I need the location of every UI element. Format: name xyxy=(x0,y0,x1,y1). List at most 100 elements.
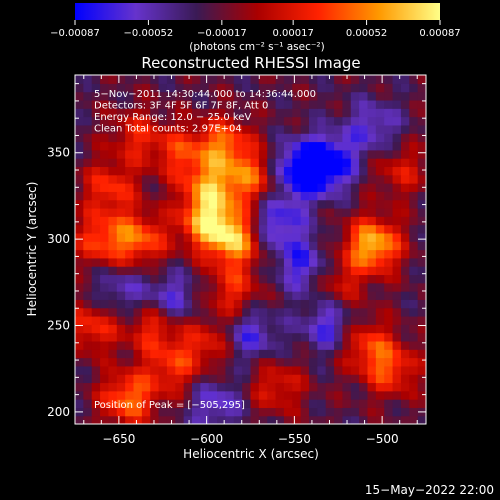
heatmap-cell xyxy=(250,274,260,284)
heatmap-cell xyxy=(317,282,327,292)
colorbar-tick-label: −0.00087 xyxy=(50,28,100,39)
heatmap-cell xyxy=(409,340,419,350)
heatmap-cell xyxy=(108,266,118,276)
heatmap-cell xyxy=(300,149,310,159)
heatmap-cell xyxy=(300,407,310,417)
heatmap-cell xyxy=(183,332,193,342)
heatmap-cell xyxy=(133,133,143,143)
heatmap-cell xyxy=(309,183,318,192)
heatmap-cell xyxy=(233,299,243,309)
heatmap-cell xyxy=(225,216,235,226)
heatmap-cell xyxy=(317,232,327,242)
heatmap-cell xyxy=(133,191,143,201)
heatmap-cell xyxy=(384,274,394,284)
heatmap-cell xyxy=(409,415,419,424)
heatmap-cell xyxy=(233,116,243,126)
heatmap-cell xyxy=(325,349,335,359)
heatmap-cell xyxy=(192,232,201,242)
heatmap-cell xyxy=(384,382,394,392)
heatmap-cell xyxy=(267,299,277,309)
heatmap-cell xyxy=(317,191,327,201)
heatmap-cell xyxy=(150,99,160,109)
heatmap-cell xyxy=(342,124,352,134)
heatmap-cell xyxy=(409,166,419,176)
heatmap-cell xyxy=(384,149,394,159)
heatmap-cell xyxy=(359,390,369,400)
heatmap-cell xyxy=(108,340,118,350)
heatmap-cell xyxy=(200,299,210,309)
heatmap-cell xyxy=(350,99,360,109)
heatmap-cell xyxy=(400,349,410,359)
heatmap-cell xyxy=(400,282,410,292)
heatmap-cell xyxy=(325,357,335,367)
heatmap-cell xyxy=(75,158,84,168)
heatmap-cell xyxy=(108,241,118,251)
heatmap-cell xyxy=(283,191,293,201)
heatmap-cell xyxy=(417,399,426,408)
heatmap-cell xyxy=(175,224,185,234)
heatmap-cell xyxy=(91,274,101,284)
heatmap-cell xyxy=(384,174,394,184)
heatmap-cell xyxy=(175,274,185,284)
heatmap-cell xyxy=(200,216,210,226)
x-tick-label: −650 xyxy=(102,432,135,446)
heatmap-cell xyxy=(83,191,93,201)
heatmap-cell xyxy=(133,357,143,367)
heatmap-cell xyxy=(367,257,377,267)
heatmap-cell xyxy=(342,332,352,342)
heatmap-cell xyxy=(250,116,260,126)
heatmap-cell xyxy=(116,390,126,400)
heatmap-cell xyxy=(417,357,426,367)
heatmap-cell xyxy=(342,324,352,334)
heatmap-cell xyxy=(384,340,394,350)
heatmap-cell xyxy=(175,183,185,192)
heatmap-cell xyxy=(83,199,93,209)
heatmap-cell xyxy=(392,374,402,384)
heatmap-cell xyxy=(300,299,310,309)
heatmap-cell xyxy=(217,282,227,292)
heatmap-cell xyxy=(275,191,285,201)
heatmap-cell xyxy=(217,299,227,309)
heatmap-cell xyxy=(192,174,201,184)
heatmap-cell xyxy=(267,282,277,292)
heatmap-cell xyxy=(392,249,402,259)
heatmap-cell xyxy=(200,116,210,126)
y-axis-label: Heliocentric Y (arcsec) xyxy=(25,182,39,317)
heatmap-cell xyxy=(175,232,185,242)
heatmap-cell xyxy=(225,191,235,201)
heatmap-cell xyxy=(400,365,410,375)
heatmap-cell xyxy=(392,291,402,300)
heatmap-cell xyxy=(359,299,369,309)
heatmap-cell xyxy=(141,374,151,384)
heatmap-cell xyxy=(292,241,302,251)
heatmap-cell xyxy=(141,191,151,201)
heatmap-cell xyxy=(125,99,135,109)
heatmap-cell xyxy=(116,307,126,317)
heatmap-cell xyxy=(283,407,293,417)
heatmap-cell xyxy=(150,241,160,251)
heatmap-cell xyxy=(233,158,243,168)
heatmap-cell xyxy=(275,307,285,317)
heatmap-cell xyxy=(359,232,369,242)
heatmap-cell xyxy=(108,108,118,118)
heatmap-cell xyxy=(200,390,210,400)
heatmap-cell xyxy=(258,241,268,251)
heatmap-cell xyxy=(267,108,277,118)
heatmap-cell xyxy=(208,174,218,184)
heatmap-cell xyxy=(275,257,285,267)
heatmap-cell xyxy=(409,141,419,151)
heatmap-cell xyxy=(400,149,410,159)
heatmap-cell xyxy=(125,357,135,367)
heatmap-cell xyxy=(275,365,285,375)
heatmap-cell xyxy=(192,149,201,159)
heatmap-cell xyxy=(108,415,118,424)
heatmap-cell xyxy=(166,99,176,109)
heatmap-cell xyxy=(283,349,293,359)
heatmap-cell xyxy=(83,382,93,392)
heatmap-cell xyxy=(108,216,118,226)
heatmap-cell xyxy=(125,158,135,168)
heatmap-cell xyxy=(175,199,185,209)
heatmap-cell xyxy=(242,116,252,126)
heatmap-cell xyxy=(183,382,193,392)
heatmap-cell xyxy=(192,332,201,342)
